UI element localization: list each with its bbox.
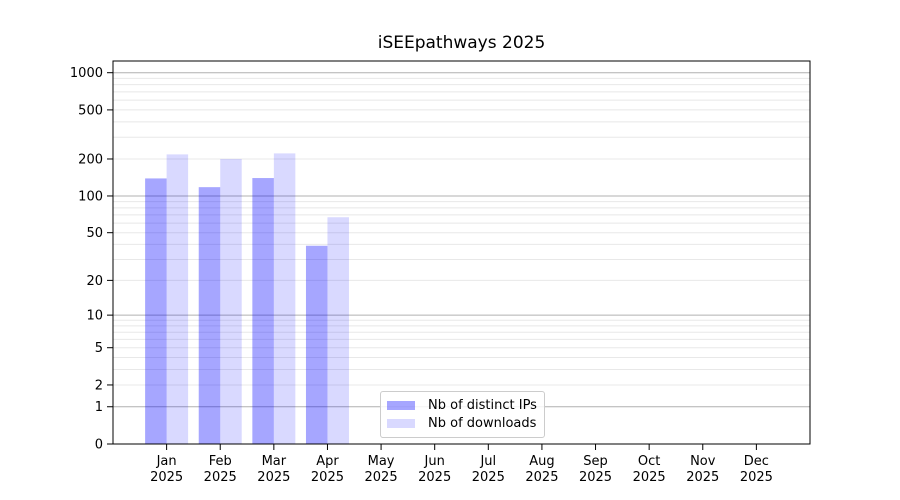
x-tick-label-month: Jul	[479, 454, 496, 469]
x-tick-label-month: Aug	[529, 454, 554, 469]
y-tick-label: 2	[95, 378, 103, 393]
x-tick-label-month: Jun	[424, 454, 445, 469]
chart-title: iSEEpathways 2025	[377, 33, 546, 53]
y-tick-label: 100	[78, 189, 103, 204]
x-tick-label-year: 2025	[311, 470, 344, 485]
legend-swatch-distinct-ips	[387, 401, 415, 410]
x-tick-label-month: Apr	[316, 454, 339, 469]
y-tick-label: 20	[86, 274, 103, 289]
x-tick-label-month: Feb	[209, 454, 232, 469]
x-tick-label-year: 2025	[257, 470, 290, 485]
x-tick-label-year: 2025	[150, 470, 183, 485]
bar-distinct-ips-1	[198, 187, 221, 445]
x-tick-label-month: Dec	[744, 454, 769, 469]
bar-distinct-ips-3	[305, 245, 328, 444]
legend-item-distinct-ips: Nb of distinct IPs	[385, 397, 537, 414]
x-tick-label-month: Oct	[638, 454, 660, 469]
y-tick-label: 0	[95, 438, 103, 453]
bar-downloads-0	[166, 154, 189, 445]
x-tick-label-year: 2025	[365, 470, 398, 485]
legend-label-downloads: Nb of downloads	[428, 416, 537, 431]
x-tick-label-year: 2025	[686, 470, 719, 485]
x-tick-label-month: Jan	[156, 454, 177, 469]
x-tick-label-year: 2025	[525, 470, 558, 485]
y-tick-label: 10	[86, 309, 103, 324]
bar-distinct-ips-2	[252, 178, 274, 444]
legend-label-distinct-ips: Nb of distinct IPs	[428, 398, 537, 413]
bar-downloads-1	[220, 158, 242, 444]
y-tick-label: 200	[78, 152, 103, 167]
x-tick-label-year: 2025	[740, 470, 773, 485]
x-tick-label-month: Mar	[262, 454, 287, 469]
x-tick-label-month: Sep	[583, 454, 608, 469]
x-tick-label-year: 2025	[579, 470, 612, 485]
x-tick-label-year: 2025	[472, 470, 505, 485]
x-tick-label-month: May	[368, 454, 395, 469]
legend-item-downloads: Nb of downloads	[385, 415, 536, 432]
x-tick-label-year: 2025	[204, 470, 237, 485]
y-tick-label: 500	[78, 103, 103, 118]
bar-downloads-3	[327, 217, 349, 444]
bar-downloads-2	[273, 153, 296, 444]
legend: Nb of distinct IPs Nb of downloads	[380, 391, 545, 438]
y-tick-label: 50	[86, 226, 103, 241]
y-tick-label: 1	[95, 400, 103, 415]
plot-border	[112, 60, 811, 445]
bar-distinct-ips-0	[145, 178, 167, 444]
x-tick-label-year: 2025	[633, 470, 666, 485]
legend-swatch-downloads	[387, 419, 415, 428]
y-tick-label: 1000	[70, 66, 103, 81]
y-tick-label: 5	[95, 341, 103, 356]
x-tick-label-year: 2025	[418, 470, 451, 485]
x-tick-label-month: Nov	[690, 454, 716, 469]
